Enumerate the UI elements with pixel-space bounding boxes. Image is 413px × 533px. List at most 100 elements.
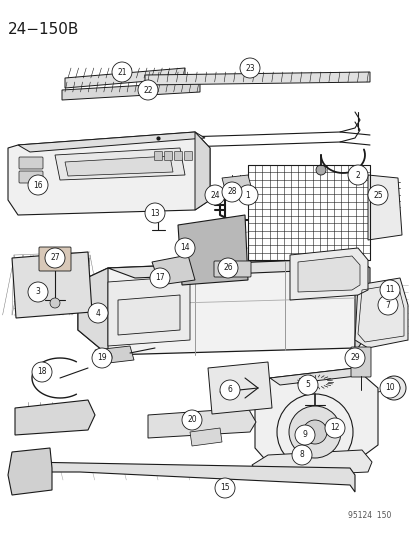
Circle shape (28, 175, 48, 195)
Circle shape (175, 238, 195, 258)
Circle shape (240, 58, 259, 78)
Circle shape (297, 375, 317, 395)
Polygon shape (147, 408, 255, 438)
FancyBboxPatch shape (39, 247, 71, 271)
Circle shape (138, 80, 158, 100)
Circle shape (32, 362, 52, 382)
FancyBboxPatch shape (154, 151, 162, 160)
Circle shape (98, 350, 112, 364)
Polygon shape (62, 82, 199, 100)
Text: 13: 13 (150, 208, 159, 217)
Polygon shape (354, 258, 369, 348)
Polygon shape (18, 132, 204, 152)
Text: 24: 24 (210, 190, 219, 199)
Circle shape (50, 298, 60, 308)
Text: 27: 27 (50, 254, 59, 262)
Polygon shape (354, 278, 407, 348)
Text: 18: 18 (37, 367, 47, 376)
FancyBboxPatch shape (214, 261, 250, 277)
Circle shape (204, 185, 224, 205)
Text: 24−150B: 24−150B (8, 22, 79, 37)
Circle shape (237, 185, 257, 205)
Polygon shape (55, 148, 185, 180)
Polygon shape (8, 448, 52, 495)
Circle shape (288, 406, 340, 458)
Circle shape (379, 378, 399, 398)
FancyBboxPatch shape (19, 171, 43, 183)
Circle shape (218, 258, 237, 278)
Polygon shape (108, 258, 369, 278)
Circle shape (344, 348, 364, 368)
Bar (247, 165, 369, 260)
Polygon shape (207, 362, 271, 414)
Text: 8: 8 (299, 450, 304, 459)
FancyBboxPatch shape (174, 151, 182, 160)
Polygon shape (190, 428, 221, 446)
Circle shape (182, 410, 202, 430)
FancyBboxPatch shape (350, 347, 370, 377)
Text: 9: 9 (302, 431, 307, 440)
Text: 17: 17 (155, 273, 164, 282)
Text: 4: 4 (95, 309, 100, 318)
Circle shape (150, 268, 170, 288)
Polygon shape (289, 248, 367, 300)
Circle shape (112, 62, 132, 82)
FancyBboxPatch shape (164, 151, 172, 160)
FancyBboxPatch shape (19, 157, 43, 169)
Text: 11: 11 (385, 286, 394, 295)
Polygon shape (195, 132, 209, 210)
Polygon shape (78, 268, 108, 355)
Text: 7: 7 (385, 301, 389, 310)
Circle shape (315, 165, 325, 175)
Polygon shape (12, 252, 92, 318)
Circle shape (219, 380, 240, 400)
Text: 25: 25 (372, 190, 382, 199)
Text: 15: 15 (220, 483, 229, 492)
Polygon shape (118, 295, 180, 335)
Circle shape (221, 182, 242, 202)
Text: 1: 1 (245, 190, 250, 199)
Polygon shape (367, 175, 401, 240)
Circle shape (145, 203, 165, 223)
Text: 20: 20 (187, 416, 196, 424)
Circle shape (276, 394, 352, 470)
Circle shape (291, 445, 311, 465)
Text: 19: 19 (97, 353, 107, 362)
Text: 28: 28 (227, 188, 236, 197)
Text: 26: 26 (223, 263, 232, 272)
Polygon shape (78, 258, 357, 355)
Polygon shape (15, 400, 95, 435)
Text: 29: 29 (349, 353, 359, 362)
Text: 6: 6 (227, 385, 232, 394)
Circle shape (387, 382, 399, 394)
Circle shape (294, 425, 314, 445)
Text: 10: 10 (384, 384, 394, 392)
Polygon shape (108, 276, 190, 346)
Text: 22: 22 (143, 85, 152, 94)
Polygon shape (178, 215, 247, 285)
Polygon shape (65, 68, 185, 88)
Polygon shape (269, 368, 364, 385)
Text: 3: 3 (36, 287, 40, 296)
Circle shape (88, 303, 108, 323)
Circle shape (92, 348, 112, 368)
Text: 2: 2 (355, 171, 359, 180)
Circle shape (302, 420, 326, 444)
Polygon shape (252, 450, 371, 477)
Text: 16: 16 (33, 181, 43, 190)
FancyBboxPatch shape (184, 151, 192, 160)
Circle shape (367, 185, 387, 205)
Circle shape (45, 248, 65, 268)
Polygon shape (8, 132, 209, 215)
Text: 12: 12 (330, 424, 339, 432)
Circle shape (347, 165, 367, 185)
Circle shape (324, 418, 344, 438)
Text: 14: 14 (180, 244, 189, 253)
Polygon shape (95, 346, 134, 364)
Polygon shape (297, 256, 359, 292)
Polygon shape (221, 175, 252, 193)
Circle shape (28, 282, 48, 302)
Polygon shape (65, 156, 173, 176)
Circle shape (377, 295, 397, 315)
Circle shape (381, 376, 405, 400)
